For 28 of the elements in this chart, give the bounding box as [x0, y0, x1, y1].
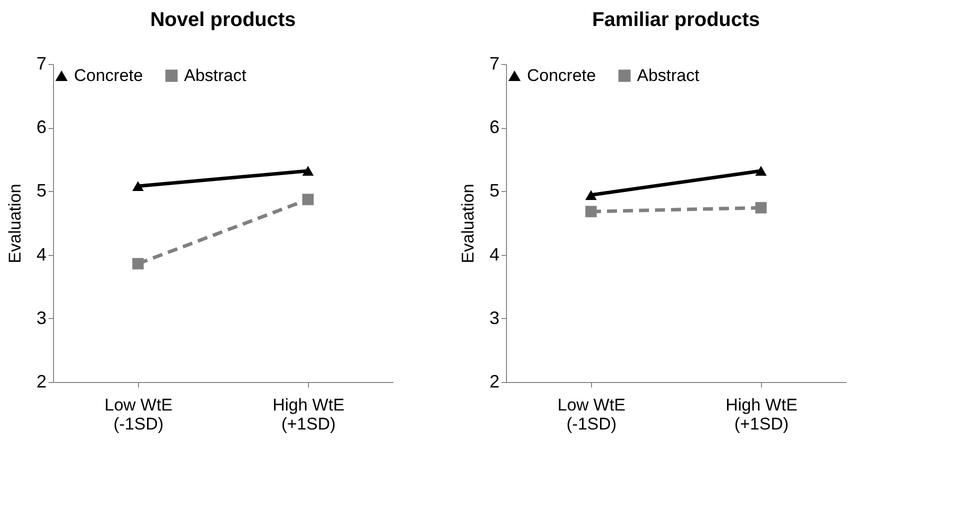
y-tick-label: 2	[489, 372, 500, 392]
legend-label: Concrete	[74, 66, 143, 85]
point	[585, 206, 597, 218]
point	[132, 258, 144, 270]
chart-title: Novel products	[150, 9, 296, 31]
y-tick-label: 6	[489, 117, 500, 138]
legend-label: Concrete	[527, 66, 596, 85]
x-tick-label: Low WtE (-1SD)	[557, 396, 626, 434]
y-tick-label: 4	[36, 244, 46, 264]
y-tick-label: 5	[489, 180, 500, 201]
point	[302, 194, 314, 206]
y-tick-label: 7	[36, 54, 46, 74]
y-axis-title: Evaluation	[458, 184, 478, 264]
legend-label: Abstract	[184, 66, 247, 85]
legend-label: Abstract	[637, 66, 700, 85]
y-tick-label: 5	[36, 180, 46, 201]
x-tick-label: High WtE (+1SD)	[272, 396, 344, 434]
y-tick-label: 3	[489, 308, 500, 328]
x-tick-label: High WtE (+1SD)	[726, 396, 798, 434]
point	[755, 202, 767, 214]
y-tick-label: 2	[36, 372, 46, 392]
x-tick-label: Low WtE (-1SD)	[104, 396, 173, 434]
y-tick-label: 4	[489, 244, 500, 264]
y-axis-title: Evaluation	[5, 184, 24, 264]
y-tick-label: 6	[36, 117, 46, 138]
y-tick-label: 7	[489, 54, 500, 74]
chart-title: Familiar products	[592, 9, 760, 31]
y-tick-label: 3	[36, 308, 46, 328]
